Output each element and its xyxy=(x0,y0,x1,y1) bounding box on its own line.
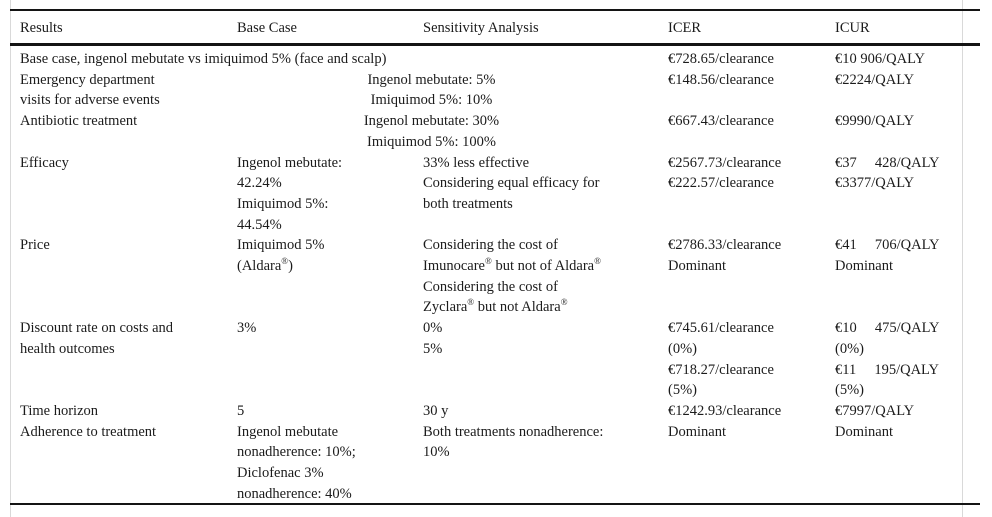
table-row-emergency-department: Emergency department visits for adverse … xyxy=(10,70,980,111)
column-header-results: Results xyxy=(20,20,63,36)
column-header-icur: ICUR xyxy=(835,20,870,36)
base-case-value: 3% xyxy=(237,320,257,337)
icer-value: €745.61/clearance (0%) €718.27/clearance… xyxy=(668,320,774,399)
row-label: Base case, ingenol mebutate vs imiquimod… xyxy=(20,51,387,67)
base-case-value: 5 xyxy=(237,402,245,419)
icur-value: €2224/QALY xyxy=(835,71,915,88)
icer-value: €728.65/clearance xyxy=(668,51,774,67)
row-label: Adherence to treatment xyxy=(20,423,157,440)
table-row-price: Price Imiquimod 5% (Aldara®) Considering… xyxy=(10,235,980,318)
table-row-discount-rate: Discount rate on costs and health outcom… xyxy=(10,318,980,401)
table-header-row: Results Base Case Sensitivity Analysis I… xyxy=(10,11,980,46)
icur-value: €41 706/QALY Dominant xyxy=(835,237,940,275)
row-label: Price xyxy=(20,237,50,254)
table-row-time-horizon: Time horizon 5 30 y €1242.93/clearance €… xyxy=(10,401,980,422)
row-label: Time horizon xyxy=(20,402,99,419)
table-body: Base case, ingenol mebutate vs imiquimod… xyxy=(10,46,980,503)
table-row-adherence: Adherence to treatment Ingenol mebutate … xyxy=(10,422,980,503)
icur-value: €10 475/QALY (0%) €11 195/QALY (5%) xyxy=(835,320,940,399)
icer-value: €2786.33/clearance Dominant xyxy=(668,237,782,275)
icer-value: €148.56/clearance xyxy=(668,71,774,88)
scenario-value: Ingenol mebutate: 5% Imiquimod 5%: 10% xyxy=(367,71,496,109)
cost-effectiveness-results-table: Results Base Case Sensitivity Analysis I… xyxy=(10,9,980,505)
row-label: Antibiotic treatment xyxy=(20,113,138,130)
sensitivity-value: Considering the cost of Imunocare® but n… xyxy=(423,237,601,316)
table-row-efficacy: Efficacy Ingenol mebutate: 42.24% Imiqui… xyxy=(10,153,980,236)
icur-value: €7997/QALY xyxy=(835,402,915,419)
sensitivity-value: Both treatments nonadherence: 10% xyxy=(423,423,604,461)
icer-value: €667.43/clearance xyxy=(668,113,774,130)
table-row-antibiotic-treatment: Antibiotic treatment Ingenol mebutate: 3… xyxy=(10,111,980,152)
scenario-value: Ingenol mebutate: 30% Imiquimod 5%: 100% xyxy=(363,113,500,150)
row-label: Discount rate on costs and health outcom… xyxy=(20,320,174,357)
left-faint-rule xyxy=(10,0,11,517)
icur-value: Dominant xyxy=(835,423,893,440)
sensitivity-value: 0% 5% xyxy=(423,320,443,357)
column-header-sensitivity-analysis: Sensitivity Analysis xyxy=(423,20,539,36)
icer-value: €2567.73/clearance €222.57/clearance xyxy=(668,154,782,192)
column-header-icer: ICER xyxy=(668,20,702,36)
base-case-value: Ingenol mebutate: 42.24% Imiquimod 5%: 4… xyxy=(237,154,343,233)
sensitivity-value: 33% less effective Considering equal eff… xyxy=(423,154,600,212)
table-row-base-case: Base case, ingenol mebutate vs imiquimod… xyxy=(10,49,980,70)
base-case-value: Imiquimod 5% (Aldara®) xyxy=(237,237,325,275)
icer-value: €1242.93/clearance xyxy=(668,402,782,419)
base-case-value: Ingenol mebutate nonadherence: 10%; Dicl… xyxy=(237,423,356,502)
icer-value: Dominant xyxy=(668,423,726,440)
row-label: Emergency department visits for adverse … xyxy=(20,71,160,109)
column-header-base-case: Base Case xyxy=(237,20,297,36)
right-faint-rule xyxy=(962,0,963,517)
icur-value: €37 428/QALY €3377/QALY xyxy=(835,154,940,192)
row-label: Efficacy xyxy=(20,154,69,171)
sensitivity-value: 30 y xyxy=(423,402,449,419)
icur-value: €9990/QALY xyxy=(835,113,915,130)
icur-value: €10 906/QALY xyxy=(835,51,925,67)
